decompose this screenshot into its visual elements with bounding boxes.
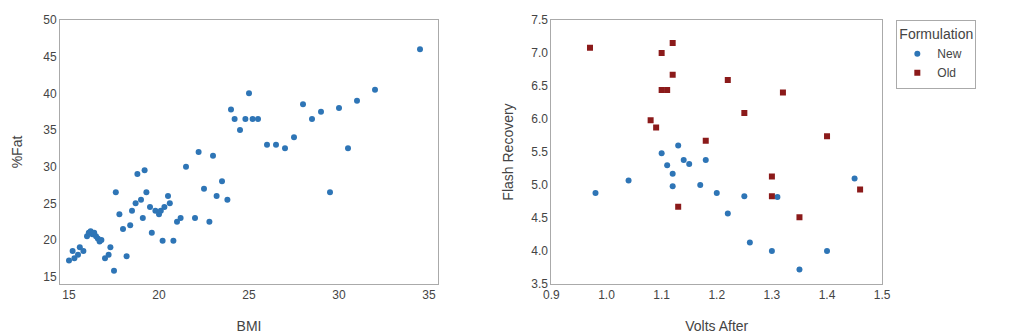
svg-text:6.5: 6.5 (531, 79, 548, 93)
svg-text:New: New (937, 47, 961, 61)
svg-text:1.5: 1.5 (874, 288, 891, 302)
svg-text:35: 35 (43, 123, 57, 137)
svg-text:5.5: 5.5 (531, 145, 548, 159)
svg-text:4.0: 4.0 (531, 244, 548, 258)
svg-text:Flash Recovery: Flash Recovery (500, 103, 516, 200)
svg-text:Old: Old (937, 66, 956, 80)
svg-text:1.4: 1.4 (819, 288, 836, 302)
svg-text:25: 25 (43, 197, 57, 211)
svg-text:15: 15 (43, 270, 57, 284)
svg-text:6.0: 6.0 (531, 112, 548, 126)
svg-text:30: 30 (332, 288, 346, 302)
svg-text:%Fat: %Fat (9, 136, 25, 169)
svg-text:BMI: BMI (237, 318, 262, 334)
svg-text:45: 45 (43, 50, 57, 64)
svg-text:4.5: 4.5 (531, 211, 548, 225)
svg-text:1.3: 1.3 (764, 288, 781, 302)
svg-text:7.5: 7.5 (531, 13, 548, 27)
svg-text:0.9: 0.9 (543, 288, 560, 302)
svg-text:1.2: 1.2 (708, 288, 725, 302)
svg-text:25: 25 (242, 288, 256, 302)
svg-text:15: 15 (62, 288, 76, 302)
svg-text:50: 50 (43, 13, 57, 27)
svg-text:Volts After: Volts After (685, 318, 748, 334)
svg-text:3.5: 3.5 (531, 277, 548, 291)
svg-text:Formulation: Formulation (899, 26, 973, 42)
svg-text:20: 20 (43, 233, 57, 247)
svg-text:30: 30 (43, 160, 57, 174)
svg-text:1.1: 1.1 (653, 288, 670, 302)
svg-text:5.0: 5.0 (531, 178, 548, 192)
svg-text:40: 40 (43, 87, 57, 101)
svg-text:7.0: 7.0 (531, 46, 548, 60)
svg-text:1.0: 1.0 (598, 288, 615, 302)
svg-text:20: 20 (152, 288, 166, 302)
svg-text:35: 35 (422, 288, 436, 302)
